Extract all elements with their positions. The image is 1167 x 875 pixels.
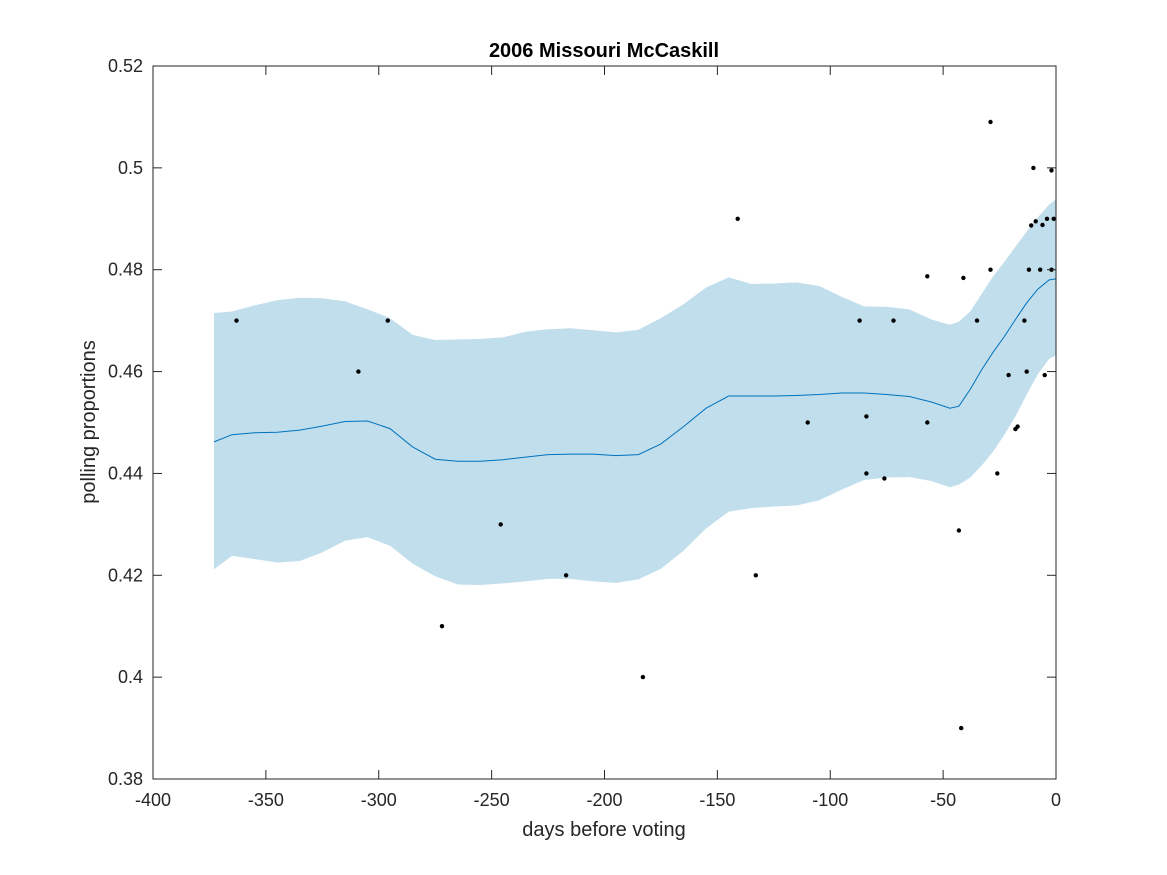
y-tick-label: 0.5 bbox=[118, 158, 143, 178]
poll-point bbox=[439, 624, 445, 629]
poll-point bbox=[1026, 267, 1032, 272]
y-tick-label: 0.48 bbox=[108, 260, 143, 280]
poll-point bbox=[988, 119, 993, 125]
y-tick-label: 0.38 bbox=[108, 769, 143, 789]
poll-point bbox=[498, 522, 503, 527]
y-tick-label: 0.42 bbox=[108, 565, 143, 585]
poll-point bbox=[1042, 372, 1047, 378]
poll-point bbox=[1024, 369, 1029, 374]
x-tick-label: -200 bbox=[586, 790, 622, 810]
poll-point bbox=[805, 420, 810, 425]
poll-point bbox=[1031, 165, 1036, 171]
poll-point bbox=[995, 471, 1000, 476]
poll-point bbox=[882, 476, 887, 481]
poll-point bbox=[925, 274, 930, 279]
poll-point bbox=[857, 318, 862, 323]
poll-point bbox=[1006, 372, 1011, 378]
poll-point bbox=[1033, 219, 1038, 224]
poll-point bbox=[961, 275, 966, 281]
poll-point bbox=[753, 573, 758, 578]
mean-line bbox=[213, 278, 1057, 462]
y-axis-label: polling proportions bbox=[78, 340, 100, 503]
poll-point bbox=[891, 318, 896, 323]
poll-point bbox=[1044, 216, 1050, 221]
poll-point bbox=[1015, 424, 1020, 429]
poll-point bbox=[356, 369, 361, 374]
y-tick-label: 0.52 bbox=[108, 56, 143, 76]
x-axis-label: days before voting bbox=[522, 819, 685, 841]
plot-area: -400 -350 -300 -250 -200 -150 -100 -50 0 0.38 0.4 0… bbox=[108, 56, 1061, 810]
poll-point bbox=[1029, 223, 1034, 228]
poll-point bbox=[640, 674, 646, 680]
confidence-band bbox=[214, 199, 1056, 585]
poll-point bbox=[1051, 216, 1056, 221]
chart-title: 2006 Missouri McCaskill bbox=[489, 40, 719, 62]
poll-point bbox=[956, 528, 962, 533]
x-tick-label: -250 bbox=[474, 790, 510, 810]
x-tick-label: -150 bbox=[699, 790, 735, 810]
poll-point bbox=[864, 471, 869, 476]
poll-point bbox=[1040, 222, 1045, 228]
poll-point bbox=[988, 267, 993, 272]
y-tick-label: 0.4 bbox=[118, 667, 143, 687]
x-tick-label: -400 bbox=[135, 790, 171, 810]
x-tick-label: -100 bbox=[812, 790, 848, 810]
poll-point bbox=[1049, 168, 1054, 173]
poll-point bbox=[563, 573, 569, 578]
poll-point bbox=[1038, 267, 1043, 272]
x-tick-label: -50 bbox=[930, 790, 956, 810]
poll-point bbox=[925, 420, 930, 425]
y-tick-label: 0.44 bbox=[108, 463, 143, 483]
poll-point bbox=[1022, 318, 1027, 323]
poll-point bbox=[234, 318, 239, 323]
x-tick-label: -300 bbox=[361, 790, 397, 810]
poll-point bbox=[735, 216, 740, 221]
poll-point bbox=[864, 414, 869, 419]
x-tick-label: 0 bbox=[1051, 790, 1061, 810]
x-tick-label: -350 bbox=[248, 790, 284, 810]
poll-point bbox=[959, 725, 964, 731]
poll-point bbox=[974, 318, 980, 323]
poll-point bbox=[385, 318, 390, 323]
y-tick-label: 0.46 bbox=[108, 362, 143, 382]
